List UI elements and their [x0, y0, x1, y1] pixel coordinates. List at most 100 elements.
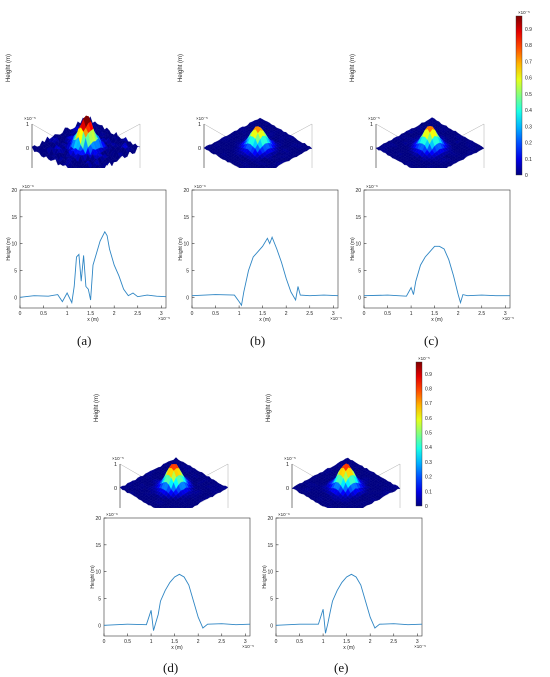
plot-frame: [19, 189, 167, 309]
y-tick-label: 5: [358, 268, 361, 274]
x-tick-label: 1: [238, 311, 241, 317]
z-exponent-label: ×10⁻⁵: [24, 116, 36, 121]
caption-e: (e): [334, 660, 349, 675]
x-tick-label: 0.5: [296, 639, 303, 645]
colorbar-tick-label: 0.5: [425, 431, 432, 437]
y-tick-label: 15: [11, 215, 17, 221]
x-tick-label: 1.5: [171, 639, 178, 645]
colorbar-gradient: [515, 15, 523, 176]
y-exponent-label: ×10⁻⁶: [22, 184, 34, 189]
x-tick-label: 1: [410, 311, 413, 317]
colorbar-tick-label: 0.1: [425, 489, 432, 495]
colorbar-tick-label: 0.9: [525, 27, 532, 33]
x-exponent-label: ×10⁻⁵: [158, 316, 170, 321]
plot-frame: [363, 189, 511, 309]
z-tick-label: 0: [370, 146, 373, 152]
x-tick-label: 3: [244, 639, 247, 645]
colorbar-tick-label: 0.8: [425, 386, 432, 392]
z-exponent-label: ×10⁻⁵: [368, 116, 380, 121]
colorbar-bottom: ×10⁻⁵ 0.9 0.8 0.7 0.6 0.5 0.4 0.3 0.2 0.1 0: [412, 352, 450, 512]
profile-line: [363, 245, 510, 305]
x-tick-label: 3: [332, 311, 335, 317]
colorbar-tick-label: 0.7: [525, 59, 532, 65]
colorbar-exponent: ×10⁻⁵: [418, 356, 430, 361]
plot-frame: [275, 517, 423, 637]
x-axis-label: x (m): [343, 645, 355, 651]
y-tick-label: 20: [11, 188, 17, 194]
y-exponent-label: ×10⁻⁶: [194, 184, 206, 189]
colorbar-tick-label: 0.8: [525, 43, 532, 49]
x-tick-label: 1.5: [431, 311, 438, 317]
colorbar-tick-label: 0: [525, 173, 528, 179]
colorbar-tick-label: 0.6: [525, 76, 532, 82]
x-tick-label: 0.5: [384, 311, 391, 317]
z-tick-label: 1: [370, 122, 373, 128]
line-svg: 0 5 10 15 20 0 0.5 1 1.5 2 2.5 3 ×10⁻⁶ ×10⁻⁵ x (m) Heig…: [178, 184, 342, 323]
colorbar-tick-label: 0.2: [525, 141, 532, 147]
x-tick-label: 0: [19, 311, 22, 317]
surface-mesh: [203, 117, 313, 179]
y-tick-label: 10: [11, 242, 17, 248]
z-tick-label: 0: [198, 146, 201, 152]
z-exponent-label: ×10⁻⁵: [196, 116, 208, 121]
y-tick-label: 5: [98, 596, 101, 602]
y-tick-label: 0: [98, 623, 101, 629]
x-tick-label: 3: [416, 639, 419, 645]
surface-mesh: [375, 117, 485, 179]
y-tick-label: 5: [186, 268, 189, 274]
plot-frame: [103, 517, 251, 637]
x-tick-label: 2.5: [306, 311, 313, 317]
colorbar-tick-label: 0.3: [525, 124, 532, 130]
surface-mesh: [119, 457, 229, 519]
colorbar-tick-label: 0.7: [425, 401, 432, 407]
caption-b: (b): [250, 333, 266, 348]
profile-line: [275, 573, 423, 634]
y-axis-label: Height (m): [262, 565, 268, 589]
x-tick-label: 1: [150, 639, 153, 645]
y-exponent-label: ×10⁻⁶: [366, 184, 378, 189]
colorbar-tick-label: 0.2: [425, 475, 432, 481]
y-tick-label: 15: [355, 215, 361, 221]
x-exponent-label: ×10⁻⁵: [330, 316, 342, 321]
y-tick-label: 10: [183, 242, 189, 248]
y-tick-label: 20: [355, 188, 361, 194]
colorbar-top: ×10⁻⁵ 0.9 0.8 0.7 0.6 0.5 0.4 0.3 0.2 0.1 0: [512, 6, 550, 181]
x-tick-label: 1: [322, 639, 325, 645]
y-tick-label: 20: [95, 516, 101, 522]
x-exponent-label: ×10⁻⁵: [242, 644, 254, 649]
z-axis-label: Height (m): [94, 394, 100, 422]
y-tick-label: 0: [270, 623, 273, 629]
x-tick-label: 2.5: [390, 639, 397, 645]
y-axis-label: Height (m): [178, 237, 184, 261]
x-tick-label: 3: [504, 311, 507, 317]
y-tick-label: 0: [358, 295, 361, 301]
x-tick-label: 2: [457, 311, 460, 317]
y-tick-label: 5: [14, 268, 17, 274]
x-axis-label: x (m): [431, 317, 443, 323]
y-tick-label: 10: [355, 242, 361, 248]
x-tick-label: 0.5: [212, 311, 219, 317]
x-tick-label: 1.5: [87, 311, 94, 317]
z-tick-label: 0: [114, 486, 117, 492]
profile-line: [191, 235, 339, 307]
plot-frame: [191, 189, 339, 309]
x-tick-label: 2.5: [478, 311, 485, 317]
colorbar-svg: ×10⁻⁵ 0.9 0.8 0.7 0.6 0.5 0.4 0.3 0.2 0.1 0: [415, 356, 432, 510]
y-tick-label: 10: [95, 570, 101, 576]
y-axis-label: Height (m): [350, 237, 356, 261]
y-tick-label: 20: [267, 516, 273, 522]
y-tick-label: 20: [183, 188, 189, 194]
x-tick-label: 2: [369, 639, 372, 645]
z-tick-label: 1: [114, 462, 117, 468]
colorbar-tick-label: 0.3: [425, 460, 432, 466]
x-tick-label: 2.5: [218, 639, 225, 645]
z-axis-label: Height (m): [6, 54, 12, 82]
y-tick-label: 0: [186, 295, 189, 301]
line-plot-e: 0 5 10 15 20 0 0.5 1 1.5 2 2.5 3 ×10⁻⁶ ×10⁻⁵ x (m) Heig…: [260, 508, 428, 658]
y-exponent-label: ×10⁻⁶: [278, 512, 290, 517]
